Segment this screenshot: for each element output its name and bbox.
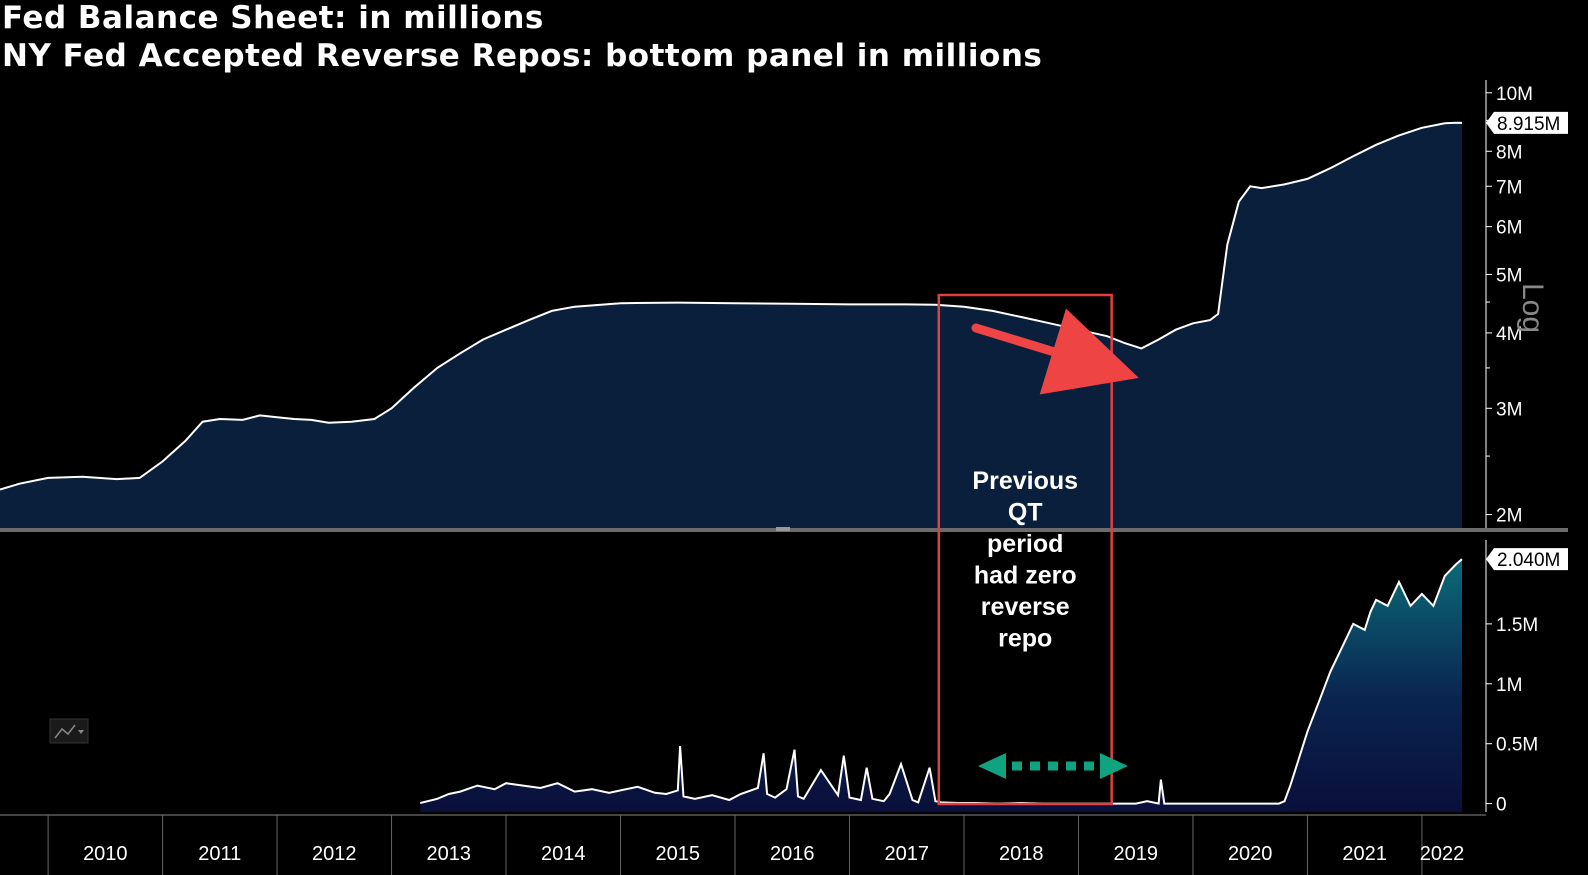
dotted-arrow-right-head	[1100, 753, 1128, 779]
x-tick-label: 2021	[1342, 843, 1387, 865]
bottom-y-tick-label: 1M	[1496, 675, 1522, 696]
log-scale-label: Log	[1516, 283, 1549, 333]
qt-period-box	[937, 293, 1113, 806]
x-tick-label: 2011	[198, 843, 241, 865]
bottom-y-tick-label: 0.5M	[1496, 735, 1538, 756]
chevron-down-icon	[78, 730, 84, 734]
dotted-arrow-left-head	[978, 753, 1006, 779]
top-last-value-badge	[1486, 111, 1568, 134]
annotation-text-line: reverse	[981, 593, 1070, 621]
x-tick-label: 2010	[83, 843, 128, 865]
top-y-tick-label: 7M	[1496, 177, 1522, 198]
x-tick-label: 2022	[1420, 843, 1465, 865]
x-tick-label: 2012	[312, 843, 357, 865]
annotation-text-line: Previous	[972, 467, 1078, 495]
top-y-tick-label: 4M	[1496, 324, 1522, 345]
x-tick-label: 2017	[884, 843, 929, 865]
bottom-y-tick-label: 1.5M	[1496, 615, 1538, 636]
top-last-value-text: 8.915M	[1497, 114, 1560, 135]
reverse-repo-area	[420, 559, 1463, 812]
chart-type-selector[interactable]	[49, 718, 89, 744]
bottom-panel: 0 0.5M 1M 1.5M 2.040M	[419, 540, 1568, 816]
bottom-last-value-badge	[1486, 548, 1568, 571]
balance-sheet-line	[0, 121, 1463, 491]
reverse-repo-line	[419, 558, 1463, 805]
x-tick-label: 2016	[770, 843, 815, 865]
x-tick-label: 2020	[1228, 843, 1273, 865]
bottom-last-value-text: 2.040M	[1497, 550, 1560, 571]
balance-sheet-area	[0, 122, 1462, 528]
annotation-text-line: had zero	[974, 562, 1077, 590]
x-tick-label: 2014	[541, 843, 586, 865]
panel-divider-handle	[776, 527, 790, 531]
line-chart-icon	[54, 724, 76, 739]
top-y-tick-label: 6M	[1496, 218, 1522, 239]
x-tick-label: 2019	[1113, 843, 1158, 865]
chart-title-line-2: NY Fed Accepted Reverse Repos: bottom pa…	[2, 38, 1043, 74]
top-panel: 2M 3M 4M 5M 6M 7M 8M 10M 8.915M Log	[0, 80, 1568, 532]
top-y-tick-label: 8M	[1496, 142, 1522, 163]
top-y-tick-label: 2M	[1496, 506, 1522, 527]
x-axis: 2010 2011 2012 2013 2014 2015 2016 2017 2018 2019…	[0, 814, 1486, 875]
top-y-tick-label: 3M	[1496, 399, 1522, 420]
annotation-text-line: repo	[998, 625, 1052, 653]
top-y-tick-label: 10M	[1496, 84, 1533, 105]
annotation-text-line: QT	[1008, 499, 1043, 527]
x-tick-label: 2015	[656, 843, 701, 865]
x-tick-label: 2013	[427, 843, 472, 865]
x-tick-label: 2018	[999, 843, 1044, 865]
bottom-y-tick-label: 0	[1496, 795, 1507, 816]
decline-arrow	[971, 308, 1139, 395]
annotation-text-line: period	[987, 530, 1063, 558]
annotation-group: Previous QT period had zero reverse repo	[937, 293, 1139, 806]
top-y-tick-label: 5M	[1496, 265, 1522, 286]
chart-title-line-1: Fed Balance Sheet: in millions	[2, 0, 544, 36]
